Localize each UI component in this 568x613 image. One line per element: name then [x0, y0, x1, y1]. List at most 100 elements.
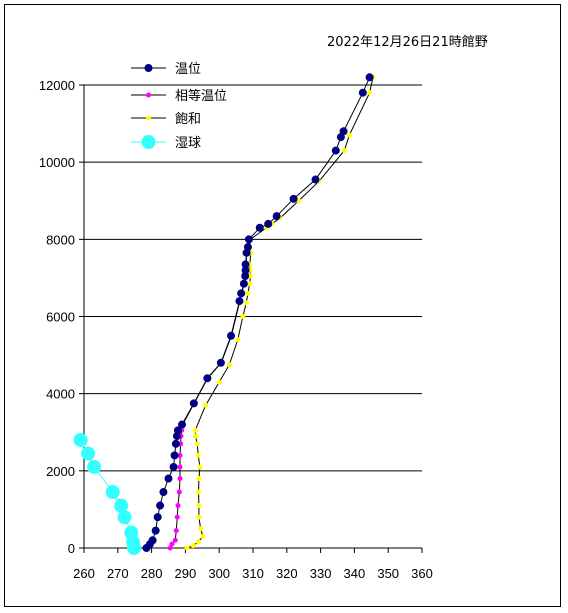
data-point-saturated: [200, 533, 206, 539]
data-point-saturated: [226, 362, 232, 368]
data-point-temperature: [170, 451, 179, 460]
data-point-saturated: [196, 476, 202, 482]
data-point-temperature: [239, 279, 248, 288]
data-point-saturated: [198, 526, 204, 532]
data-point-equivalent: [177, 452, 183, 458]
legend-item-saturated: 飽和: [131, 112, 201, 127]
series-layer: [73, 73, 376, 555]
series-temperature: [142, 73, 374, 552]
legend-marker: [146, 92, 151, 98]
data-point-saturated: [247, 281, 253, 287]
data-point-saturated: [197, 464, 203, 470]
data-point-temperature: [331, 146, 340, 155]
data-point-saturated: [194, 441, 200, 447]
data-point-temperature: [358, 88, 367, 97]
x-tick-label: 310: [242, 566, 264, 581]
data-point-equivalent: [174, 514, 180, 520]
data-point-saturated: [196, 503, 202, 509]
data-point-temperature: [311, 175, 320, 184]
data-point-equivalent: [172, 537, 178, 543]
data-point-temperature: [235, 297, 244, 306]
data-point-temperature: [178, 420, 187, 429]
data-point-temperature: [243, 243, 252, 252]
series-line-saturated: [186, 77, 374, 549]
data-point-saturated: [243, 300, 249, 306]
x-tick-label: 280: [141, 566, 163, 581]
data-point-saturated: [240, 314, 246, 319]
data-point-temperature: [289, 194, 298, 203]
data-point-saturated: [235, 337, 241, 343]
data-point-saturated: [203, 402, 209, 408]
x-tick-label: 360: [411, 566, 433, 581]
data-point-temperature: [272, 212, 281, 221]
axes: 0 2000 4000 6000 8000 10000 12000 260 270 280 290 3…: [39, 78, 433, 581]
y-tick-label: 2000: [46, 464, 75, 479]
x-tick-label: 300: [208, 566, 230, 581]
gridlines: [84, 84, 422, 472]
data-point-temperature: [171, 439, 180, 448]
legend-marker: [144, 64, 153, 72]
data-point-temperature: [173, 426, 182, 435]
data-point-temperature: [339, 127, 348, 136]
data-point-saturated: [192, 427, 198, 433]
data-point-temperature: [241, 266, 250, 275]
legend-item-temperature: 温位: [131, 62, 201, 77]
data-point-equivalent: [177, 476, 183, 482]
x-tick-label: 330: [310, 566, 332, 581]
legend-marker: [146, 115, 151, 121]
data-point-saturated: [195, 452, 201, 458]
data-point-saturated: [196, 514, 202, 520]
data-point-saturated: [190, 543, 196, 549]
data-point-wetbulb: [87, 459, 102, 474]
data-point-temperature: [159, 488, 168, 497]
data-point-temperature: [148, 536, 157, 545]
x-tick-label: 350: [377, 566, 399, 581]
data-point-temperature: [264, 219, 273, 228]
data-point-saturated: [193, 433, 199, 439]
data-point-temperature: [216, 358, 225, 367]
series-wetbulb: [73, 432, 142, 555]
data-point-equivalent: [167, 545, 173, 551]
legend-item-wetbulb: 湿球: [131, 135, 201, 151]
data-point-temperature: [227, 331, 236, 340]
data-point-saturated: [195, 539, 201, 545]
data-point-saturated: [184, 545, 190, 551]
data-point-temperature: [241, 260, 250, 269]
data-point-temperature: [203, 374, 212, 383]
data-point-wetbulb: [105, 485, 120, 500]
data-point-wetbulb: [73, 432, 88, 447]
legend-label: 湿球: [175, 136, 201, 151]
data-point-saturated: [341, 148, 347, 154]
series-saturated: [184, 74, 376, 551]
data-point-temperature: [164, 474, 173, 483]
data-point-saturated: [346, 132, 352, 138]
data-point-temperature: [169, 462, 178, 471]
data-point-equivalent: [173, 528, 179, 534]
data-point-equivalent: [169, 541, 175, 547]
data-point-saturated: [216, 379, 222, 385]
data-point-saturated: [367, 90, 373, 96]
data-point-temperature: [237, 289, 246, 298]
legend-item-equivalent: 相等温位: [131, 88, 227, 104]
data-point-equivalent: [177, 464, 183, 470]
data-point-wetbulb: [124, 525, 139, 540]
x-tick-label: 270: [107, 566, 129, 581]
data-point-saturated: [248, 273, 254, 279]
data-point-saturated: [245, 290, 251, 296]
data-point-temperature: [189, 399, 198, 408]
data-point-temperature: [255, 223, 264, 232]
x-tick-label: 290: [175, 566, 197, 581]
y-tick-label: 10000: [39, 155, 75, 170]
legend-label: 温位: [175, 62, 201, 77]
data-point-temperature: [156, 501, 165, 510]
data-point-equivalent: [176, 489, 182, 495]
data-point-temperature: [241, 271, 250, 280]
legend-label: 相等温位: [175, 88, 227, 104]
data-point-wetbulb: [117, 510, 132, 525]
data-point-temperature: [153, 513, 162, 522]
data-point-wetbulb: [81, 446, 96, 461]
data-point-temperature: [151, 526, 160, 535]
data-point-wetbulb: [114, 498, 129, 513]
